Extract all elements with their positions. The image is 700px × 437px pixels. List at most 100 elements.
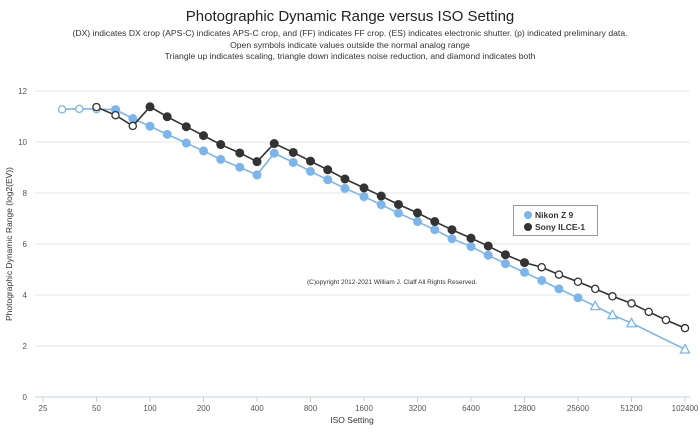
data-point-sony-ilce-1: [661, 315, 671, 325]
y-tick-label: 0: [23, 393, 28, 402]
legend-marker-sony-ilce1: [524, 223, 532, 231]
chart-title: Photographic Dynamic Range versus ISO Se…: [185, 8, 515, 25]
data-point-nikon-z-9: [323, 175, 333, 185]
legend-item-sony-ilce1[interactable]: Sony ILCE-1: [524, 221, 585, 233]
data-point-sony-ilce-1: [359, 183, 369, 193]
legend-label-sony-ilce1: Sony ILCE-1: [535, 222, 586, 232]
data-point-sony-ilce-1: [393, 199, 403, 209]
x-tick-label: 100: [143, 404, 157, 413]
x-tick-label: 3200: [409, 404, 427, 413]
data-point-sony-ilce-1: [413, 208, 422, 218]
x-tick-label: 102400: [672, 404, 699, 413]
data-point-sony-ilce-1: [128, 121, 138, 131]
x-tick-label: 50: [92, 404, 101, 413]
data-point-nikon-z-9: [128, 114, 138, 124]
x-tick-label: 12800: [513, 404, 536, 413]
data-point-nikon-z-9: [181, 138, 191, 148]
data-point-sony-ilce-1: [430, 217, 440, 227]
series-line-nikon-z-9: [62, 108, 686, 351]
chart-legend: Nikon Z 9 Sony ILCE-1: [513, 205, 598, 236]
data-point-sony-ilce-1: [483, 241, 493, 251]
data-point-nikon-z-9: [199, 146, 208, 156]
x-tick-label: 1600: [355, 404, 373, 413]
data-point-sony-ilce-1: [235, 148, 245, 158]
copyright-annotation: (C)opyright 2012-2021 William J. Claff A…: [307, 279, 478, 286]
data-point-sony-ilce-1: [252, 157, 262, 167]
data-point-nikon-z-9: [216, 154, 226, 164]
data-point-sony-ilce-1: [92, 102, 101, 112]
data-point-sony-ilce-1: [199, 131, 208, 141]
legend-marker-nikon-z9: [524, 211, 532, 219]
data-point-sony-ilce-1: [644, 307, 653, 317]
data-point-sony-ilce-1: [608, 292, 617, 301]
y-tick-label: 8: [23, 189, 28, 198]
data-point-nikon-z-9: [466, 242, 476, 252]
data-point-nikon-z-9: [252, 170, 262, 180]
series-line-sony-ilce-1: [96, 105, 686, 329]
chart-subtitle-line-1: (DX) indicates DX crop (APS-C) indicates…: [72, 28, 628, 38]
data-point-nikon-z-9: [573, 293, 583, 303]
data-point-sony-ilce-1: [520, 258, 529, 268]
data-point-nikon-z-9: [75, 104, 84, 114]
data-point-nikon-z-9: [606, 308, 619, 320]
y-tick-label: 12: [18, 87, 27, 96]
data-point-sony-ilce-1: [111, 110, 120, 120]
x-tick-label: 200: [197, 404, 211, 413]
data-point-nikon-z-9: [145, 121, 155, 131]
chart-subtitle-line-2: Open symbols indicate values outside the…: [230, 40, 470, 50]
data-point-nikon-z-9: [447, 234, 457, 244]
data-point-nikon-z-9: [413, 217, 422, 227]
data-point-nikon-z-9: [520, 267, 529, 277]
data-point-nikon-z-9: [359, 192, 369, 202]
x-tick-label: 400: [250, 404, 264, 413]
x-tick-label: 6400: [462, 404, 480, 413]
data-point-sony-ilce-1: [145, 102, 155, 112]
data-point-sony-ilce-1: [306, 156, 315, 166]
x-tick-label: 25: [39, 404, 48, 413]
data-point-nikon-z-9: [393, 208, 403, 218]
grid-lines: [35, 90, 690, 402]
data-point-sony-ilce-1: [376, 191, 386, 201]
data-point-sony-ilce-1: [269, 139, 279, 149]
data-point-sony-ilce-1: [590, 284, 600, 294]
data-point-sony-ilce-1: [181, 122, 191, 132]
data-point-nikon-z-9: [376, 200, 386, 210]
data-point-sony-ilce-1: [216, 140, 226, 150]
y-axis-label: Photographic Dynamic Range (log2(EV)): [4, 167, 14, 321]
data-point-sony-ilce-1: [680, 323, 690, 333]
legend-label-nikon-z9: Nikon Z 9: [535, 210, 574, 220]
x-tick-label: 800: [304, 404, 318, 413]
data-point-sony-ilce-1: [500, 250, 510, 260]
data-point-sony-ilce-1: [323, 165, 333, 175]
data-point-sony-ilce-1: [627, 299, 636, 308]
series-layer: [57, 102, 691, 354]
data-point-sony-ilce-1: [466, 233, 476, 243]
data-point-nikon-z-9: [500, 259, 510, 269]
data-point-nikon-z-9: [306, 166, 315, 176]
x-tick-label: 51200: [620, 404, 643, 413]
data-point-sony-ilce-1: [162, 112, 172, 122]
y-tick-label: 4: [23, 291, 28, 300]
data-point-nikon-z-9: [235, 162, 245, 172]
x-tick-label: 25600: [567, 404, 590, 413]
legend-item-nikon-z9[interactable]: Nikon Z 9: [524, 209, 573, 221]
data-point-sony-ilce-1: [537, 262, 546, 272]
chart-subtitle-line-3: Triangle up indicates scaling, triangle …: [164, 51, 536, 61]
data-point-sony-ilce-1: [554, 270, 564, 279]
x-tick-labels: 25 50 100 200 400 800 1600 3200 6400 12800 25600 51…: [39, 404, 699, 413]
data-point-sony-ilce-1: [573, 277, 583, 286]
data-point-nikon-z-9: [269, 148, 279, 158]
data-point-nikon-z-9: [679, 343, 691, 354]
data-point-nikon-z-9: [483, 250, 493, 260]
data-point-sony-ilce-1: [288, 147, 298, 157]
x-axis-label: ISO Setting: [330, 415, 374, 425]
data-point-sony-ilce-1: [340, 174, 350, 184]
data-point-nikon-z-9: [537, 275, 547, 285]
data-point-sony-ilce-1: [447, 225, 457, 235]
data-point-nikon-z-9: [430, 225, 440, 235]
data-point-nikon-z-9: [340, 183, 350, 193]
y-tick-label: 10: [18, 138, 27, 147]
y-tick-label: 6: [23, 240, 28, 249]
data-point-nikon-z-9: [162, 129, 172, 139]
